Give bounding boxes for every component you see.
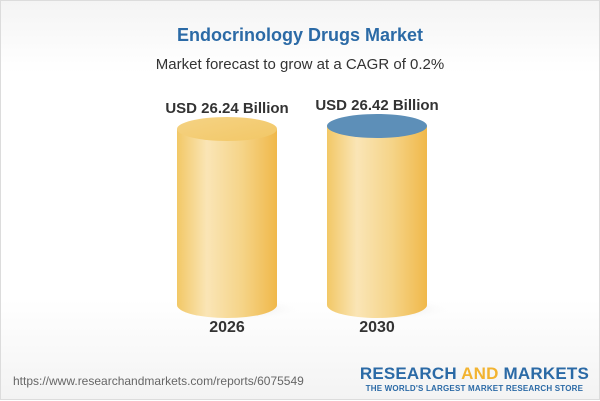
logo-research: RESEARCH: [359, 364, 457, 383]
cylinder-2030: [327, 114, 453, 321]
cylinder-2026: [177, 117, 303, 321]
bar-value-label-2030: USD 26.42 Billion: [315, 97, 439, 114]
category-label-2026: 2026: [209, 319, 245, 336]
chart-title: Endocrinology Drugs Market: [176, 25, 424, 45]
category-label-2030: 2030: [359, 319, 395, 336]
research-and-markets-logo: RESEARCH AND MARKETS THE WORLD'S LARGEST…: [360, 365, 589, 394]
source-url[interactable]: https://www.researchandmarkets.com/repor…: [13, 374, 304, 388]
logo-wordmark: RESEARCH AND MARKETS: [360, 365, 589, 383]
chart-subtitle: Market forecast to grow at a CAGR of 0.2…: [155, 56, 445, 73]
logo-tagline: THE WORLD'S LARGEST MARKET RESEARCH STOR…: [365, 384, 584, 393]
bar-value-label-2026: USD 26.24 Billion: [165, 100, 289, 117]
logo-and: AND: [461, 364, 499, 383]
logo-markets: MARKETS: [503, 364, 589, 383]
